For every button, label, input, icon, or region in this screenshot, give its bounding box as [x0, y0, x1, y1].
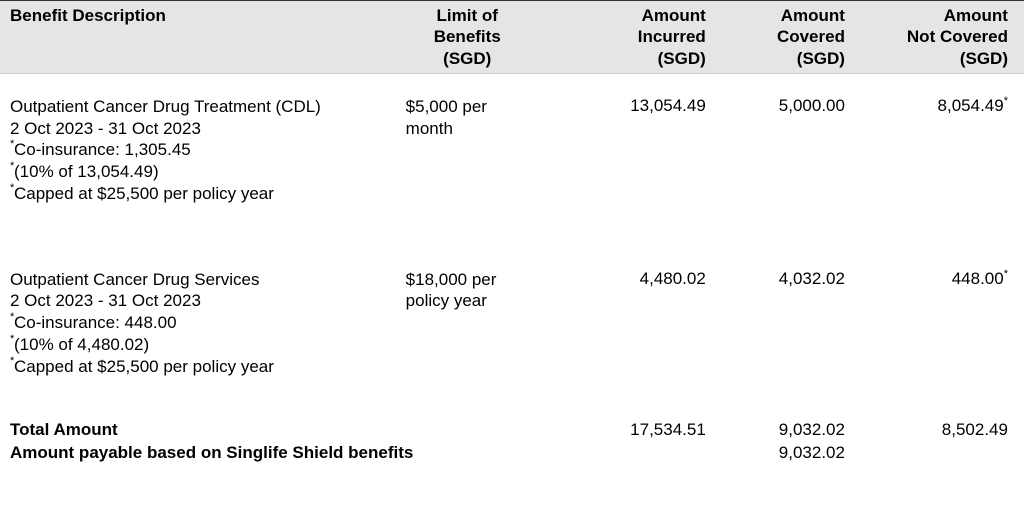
benefit-note-cap: *Capped at $25,500 per policy year — [10, 183, 398, 205]
not-covered-value: 448.00 — [952, 269, 1004, 288]
header-limit-of-benefits: Limit of Benefits (SGD) — [398, 5, 537, 69]
total-incurred-value: 17,534.51 — [537, 419, 706, 442]
asterisk-icon: * — [10, 139, 14, 150]
asterisk-icon: * — [1004, 268, 1008, 280]
not-covered-value: 8,054.49 — [938, 96, 1004, 115]
amount-not-covered-cell: 8,054.49* — [845, 96, 1014, 205]
header-notcovered-line3: (SGD) — [960, 49, 1008, 68]
amount-incurred-cell: 13,054.49 — [537, 96, 706, 205]
amount-payable-label: Amount payable based on Singlife Shield … — [10, 442, 537, 465]
benefits-table: Benefit Description Limit of Benefits (S… — [0, 0, 1024, 465]
total-amount-label: Total Amount — [10, 419, 537, 442]
benefit-title: Outpatient Cancer Drug Services — [10, 269, 398, 291]
header-covered-line3: (SGD) — [797, 49, 845, 68]
benefit-note-percent: *(10% of 4,480.02) — [10, 334, 398, 356]
benefit-date-range: 2 Oct 2023 - 31 Oct 2023 — [10, 118, 398, 140]
table-row: Outpatient Cancer Drug Services 2 Oct 20… — [0, 247, 1024, 378]
amount-covered-cell: 4,032.02 — [706, 269, 845, 378]
header-amount-incurred: Amount Incurred (SGD) — [537, 5, 706, 69]
benefit-note-percent: *(10% of 13,054.49) — [10, 161, 398, 183]
header-notcovered-line2: Not Covered — [907, 27, 1008, 46]
note-text: Co-insurance: 448.00 — [14, 313, 177, 332]
note-text: Co-insurance: 1,305.45 — [14, 140, 191, 159]
total-not-covered-value: 8,502.49 — [845, 419, 1014, 442]
benefit-date-range: 2 Oct 2023 - 31 Oct 2023 — [10, 290, 398, 312]
asterisk-icon: * — [10, 334, 14, 345]
total-amount-row: Total Amount 17,534.51 9,032.02 8,502.49 — [10, 419, 1014, 442]
header-limit-line3: (SGD) — [443, 49, 491, 68]
totals-section: Total Amount 17,534.51 9,032.02 8,502.49… — [0, 413, 1024, 465]
asterisk-icon: * — [10, 312, 14, 323]
payable-not-covered-empty — [845, 442, 1014, 465]
asterisk-icon: * — [10, 161, 14, 172]
header-amount-covered: Amount Covered (SGD) — [706, 5, 845, 69]
header-notcovered-line1: Amount — [944, 6, 1008, 25]
asterisk-icon: * — [10, 356, 14, 367]
amount-payable-row: Amount payable based on Singlife Shield … — [10, 442, 1014, 465]
asterisk-icon: * — [10, 183, 14, 194]
total-covered-value: 9,032.02 — [706, 419, 845, 442]
benefit-note-cap: *Capped at $25,500 per policy year — [10, 356, 398, 378]
note-text: (10% of 4,480.02) — [14, 335, 149, 354]
table-header-row: Benefit Description Limit of Benefits (S… — [0, 1, 1024, 74]
header-limit-line1: Limit of — [437, 6, 498, 25]
note-text: Capped at $25,500 per policy year — [14, 184, 274, 203]
limit-cell: $5,000 per month — [398, 96, 537, 205]
benefit-note-coinsurance: *Co-insurance: 448.00 — [10, 312, 398, 334]
benefit-title: Outpatient Cancer Drug Treatment (CDL) — [10, 96, 398, 118]
header-covered-line1: Amount — [781, 6, 845, 25]
header-limit-line2: Benefits — [434, 27, 501, 46]
table-row: Outpatient Cancer Drug Treatment (CDL) 2… — [0, 74, 1024, 205]
limit-line2: month — [406, 119, 453, 138]
limit-cell: $18,000 per policy year — [398, 269, 537, 378]
payable-covered-value: 9,032.02 — [706, 442, 845, 465]
header-benefit-description: Benefit Description — [10, 5, 398, 69]
benefit-description-cell: Outpatient Cancer Drug Treatment (CDL) 2… — [10, 96, 398, 205]
limit-line1: $18,000 per — [406, 270, 497, 289]
header-covered-line2: Covered — [777, 27, 845, 46]
benefit-description-cell: Outpatient Cancer Drug Services 2 Oct 20… — [10, 269, 398, 378]
benefit-note-coinsurance: *Co-insurance: 1,305.45 — [10, 139, 398, 161]
payable-incurred-empty — [537, 442, 706, 465]
note-text: Capped at $25,500 per policy year — [14, 357, 274, 376]
limit-line1: $5,000 per — [406, 97, 487, 116]
amount-not-covered-cell: 448.00* — [845, 269, 1014, 378]
amount-covered-cell: 5,000.00 — [706, 96, 845, 205]
header-incurred-line3: (SGD) — [658, 49, 706, 68]
amount-incurred-cell: 4,480.02 — [537, 269, 706, 378]
header-incurred-line1: Amount — [642, 6, 706, 25]
asterisk-icon: * — [1004, 95, 1008, 107]
header-incurred-line2: Incurred — [638, 27, 706, 46]
limit-line2: policy year — [406, 291, 487, 310]
header-amount-not-covered: Amount Not Covered (SGD) — [845, 5, 1014, 69]
note-text: (10% of 13,054.49) — [14, 162, 159, 181]
